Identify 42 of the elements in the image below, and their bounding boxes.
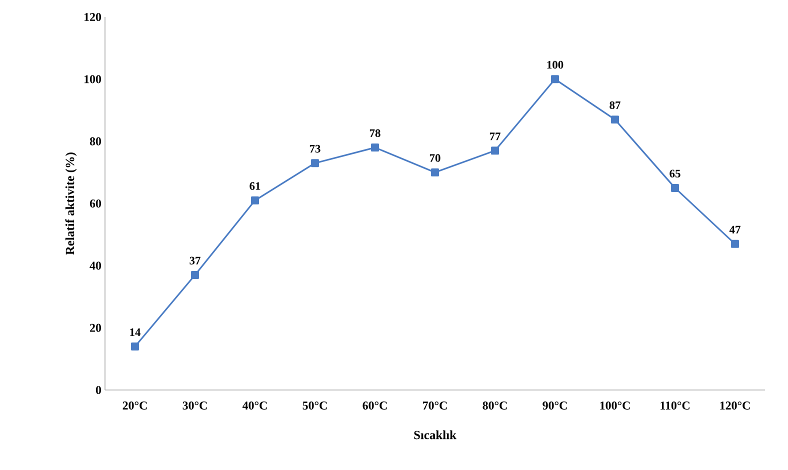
x-tick-label: 70°C <box>423 402 447 410</box>
point <box>191 271 199 279</box>
data-label: 14 <box>130 328 141 336</box>
point <box>491 146 499 155</box>
point <box>311 159 319 168</box>
y-tick-label: 20 <box>90 324 102 332</box>
y-tick-label: 80 <box>90 137 102 146</box>
x-tick-label: 30°C <box>182 402 207 410</box>
x-tick-label: 40°C <box>242 402 267 410</box>
x-tick-label: 20°C <box>122 402 147 410</box>
point <box>671 184 679 192</box>
data-label: 61 <box>250 182 260 190</box>
point <box>731 240 739 248</box>
point <box>251 196 259 204</box>
point <box>431 168 439 176</box>
data-label: 47 <box>729 226 740 234</box>
x-tick-label: 100°C <box>600 402 630 410</box>
y-tick-label: 60 <box>90 199 102 208</box>
y-tick-label: 40 <box>90 262 102 270</box>
x-axis-title: Sıcaklık <box>414 430 456 440</box>
data-label: 37 <box>190 256 200 264</box>
y-tick-label: 0 <box>96 386 102 394</box>
data-label: 70 <box>430 154 440 162</box>
y-tick-label: 120 <box>84 12 102 22</box>
point <box>551 75 559 84</box>
data-label: 78 <box>370 129 380 138</box>
point <box>371 144 379 152</box>
y-tick-label: 100 <box>84 75 102 84</box>
x-tick-label: 90°C <box>542 402 567 410</box>
x-tick-label: 60°C <box>362 402 387 410</box>
data-label: 65 <box>670 170 680 178</box>
data-label: 100 <box>547 60 564 69</box>
x-tick-label: 120°C <box>720 402 750 410</box>
point <box>131 342 139 350</box>
y-axis-title: Relatif aktivite (%) <box>65 152 77 255</box>
x-tick-label: 110°C <box>660 402 690 410</box>
data-label: 77 <box>490 132 500 140</box>
data-label: 73 <box>310 144 320 153</box>
point <box>611 116 619 124</box>
x-tick-label: 80°C <box>482 402 507 410</box>
x-tick-label: 50°C <box>302 402 327 410</box>
data-label: 87 <box>610 101 620 110</box>
